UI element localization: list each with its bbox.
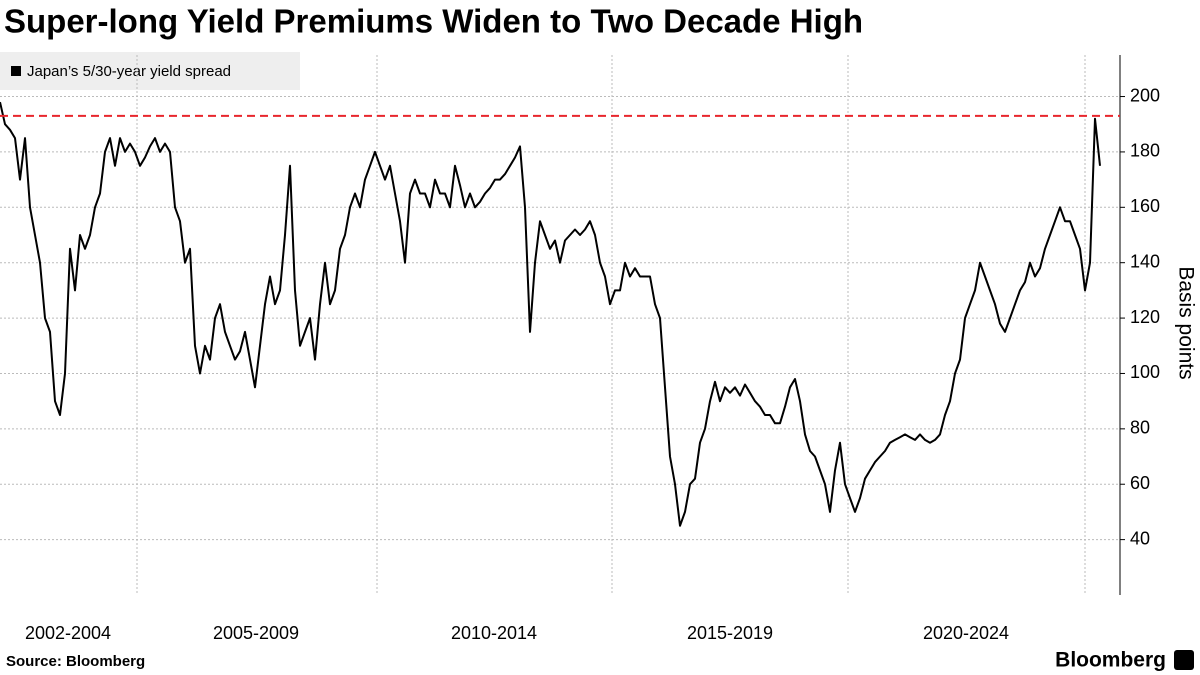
y-tick-label: 60 xyxy=(1130,473,1150,493)
brand: Bloomberg xyxy=(1055,649,1166,672)
x-tick-label: 2010-2014 xyxy=(451,623,537,643)
x-tick-label: 2015-2019 xyxy=(687,623,773,643)
y-tick-label: 80 xyxy=(1130,418,1150,438)
y-tick-label: 120 xyxy=(1130,307,1160,327)
x-tick-label: 2002-2004 xyxy=(25,623,111,643)
x-tick-label: 2020-2024 xyxy=(923,623,1009,643)
series-line xyxy=(0,101,1101,527)
chart-title: Super-long Yield Premiums Widen to Two D… xyxy=(4,3,863,40)
legend xyxy=(0,52,300,90)
y-tick-label: 200 xyxy=(1130,85,1160,105)
y-tick-label: 40 xyxy=(1130,528,1150,548)
legend-swatch xyxy=(11,66,21,76)
source: Source: Bloomberg xyxy=(6,653,145,670)
y-tick-label: 180 xyxy=(1130,141,1160,161)
y-axis-label: Basis points xyxy=(1174,266,1197,379)
brand-icon xyxy=(1174,650,1194,670)
y-tick-label: 160 xyxy=(1130,196,1160,216)
y-tick-label: 100 xyxy=(1130,362,1160,382)
x-tick-label: 2005-2009 xyxy=(213,623,299,643)
legend-label: Japan’s 5/30-year yield spread xyxy=(27,63,231,80)
y-tick-label: 140 xyxy=(1130,251,1160,271)
